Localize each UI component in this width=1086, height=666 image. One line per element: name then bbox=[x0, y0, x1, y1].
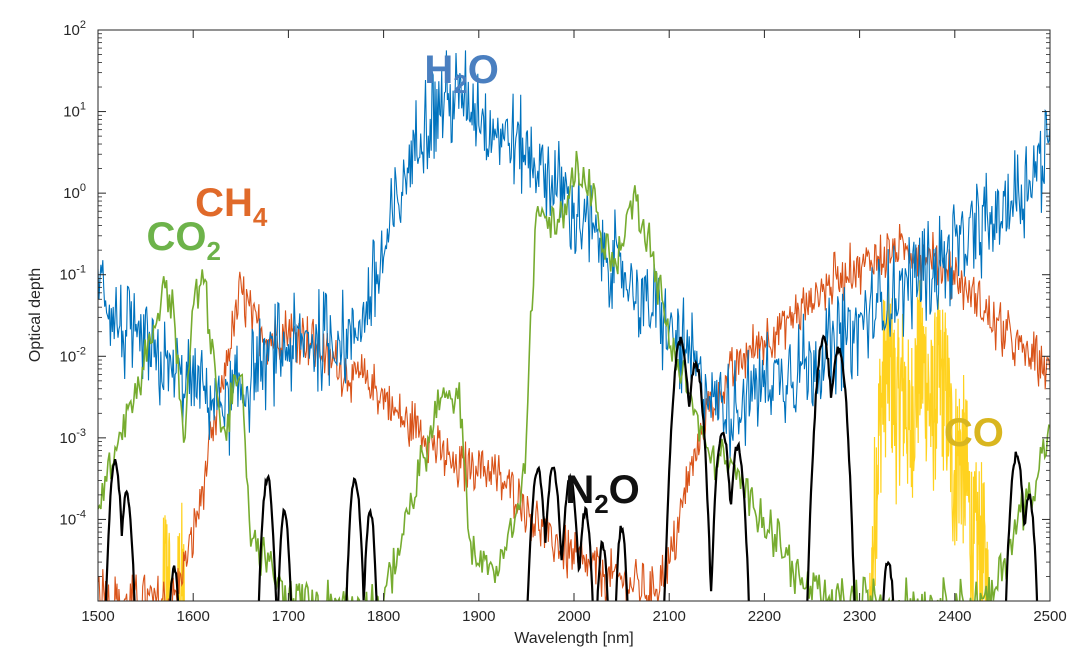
gas-label: CO2 bbox=[146, 215, 220, 266]
x-tick-label: 2300 bbox=[843, 608, 876, 625]
series-co-line bbox=[162, 275, 989, 601]
x-tick-label: 1700 bbox=[272, 608, 305, 625]
y-tick-label: 101 bbox=[63, 101, 86, 121]
gas-label: CO bbox=[944, 411, 1004, 455]
gas-label: CH4 bbox=[195, 181, 268, 232]
x-tick-label: 1600 bbox=[177, 608, 210, 625]
x-tick-label: 1500 bbox=[81, 608, 114, 625]
series-n2o-line bbox=[104, 334, 1039, 601]
gas-label: N2O bbox=[565, 468, 639, 519]
x-tick-label: 1800 bbox=[367, 608, 400, 625]
series-h2o-line bbox=[98, 50, 1050, 459]
y-tick-label: 10-3 bbox=[60, 427, 86, 447]
y-axis-title: Optical depth bbox=[27, 268, 44, 362]
x-tick-label: 2500 bbox=[1033, 608, 1066, 625]
x-tick-label: 2400 bbox=[938, 608, 971, 625]
x-tick-label: 2100 bbox=[653, 608, 686, 625]
series-co2-line bbox=[98, 150, 1050, 601]
x-axis-title: Wavelength [nm] bbox=[514, 630, 633, 647]
y-tick-label: 10-4 bbox=[60, 508, 86, 528]
x-tick-label: 1900 bbox=[462, 608, 495, 625]
y-tick-label: 10-2 bbox=[60, 345, 86, 365]
x-tick-label: 2200 bbox=[748, 608, 781, 625]
y-tick-label: 102 bbox=[63, 19, 86, 39]
gas-label: H2O bbox=[424, 48, 498, 99]
plot-area bbox=[98, 30, 1050, 601]
x-tick-label: 2000 bbox=[557, 608, 590, 625]
y-tick-label: 100 bbox=[63, 182, 86, 202]
series-layer bbox=[98, 50, 1050, 601]
y-tick-label: 10-1 bbox=[60, 264, 86, 284]
axes-layer: 1500 1600 1700 1800 1900 2000 2100 2200 2300 2400… bbox=[60, 19, 1067, 625]
series-ch4-line bbox=[98, 223, 1050, 601]
